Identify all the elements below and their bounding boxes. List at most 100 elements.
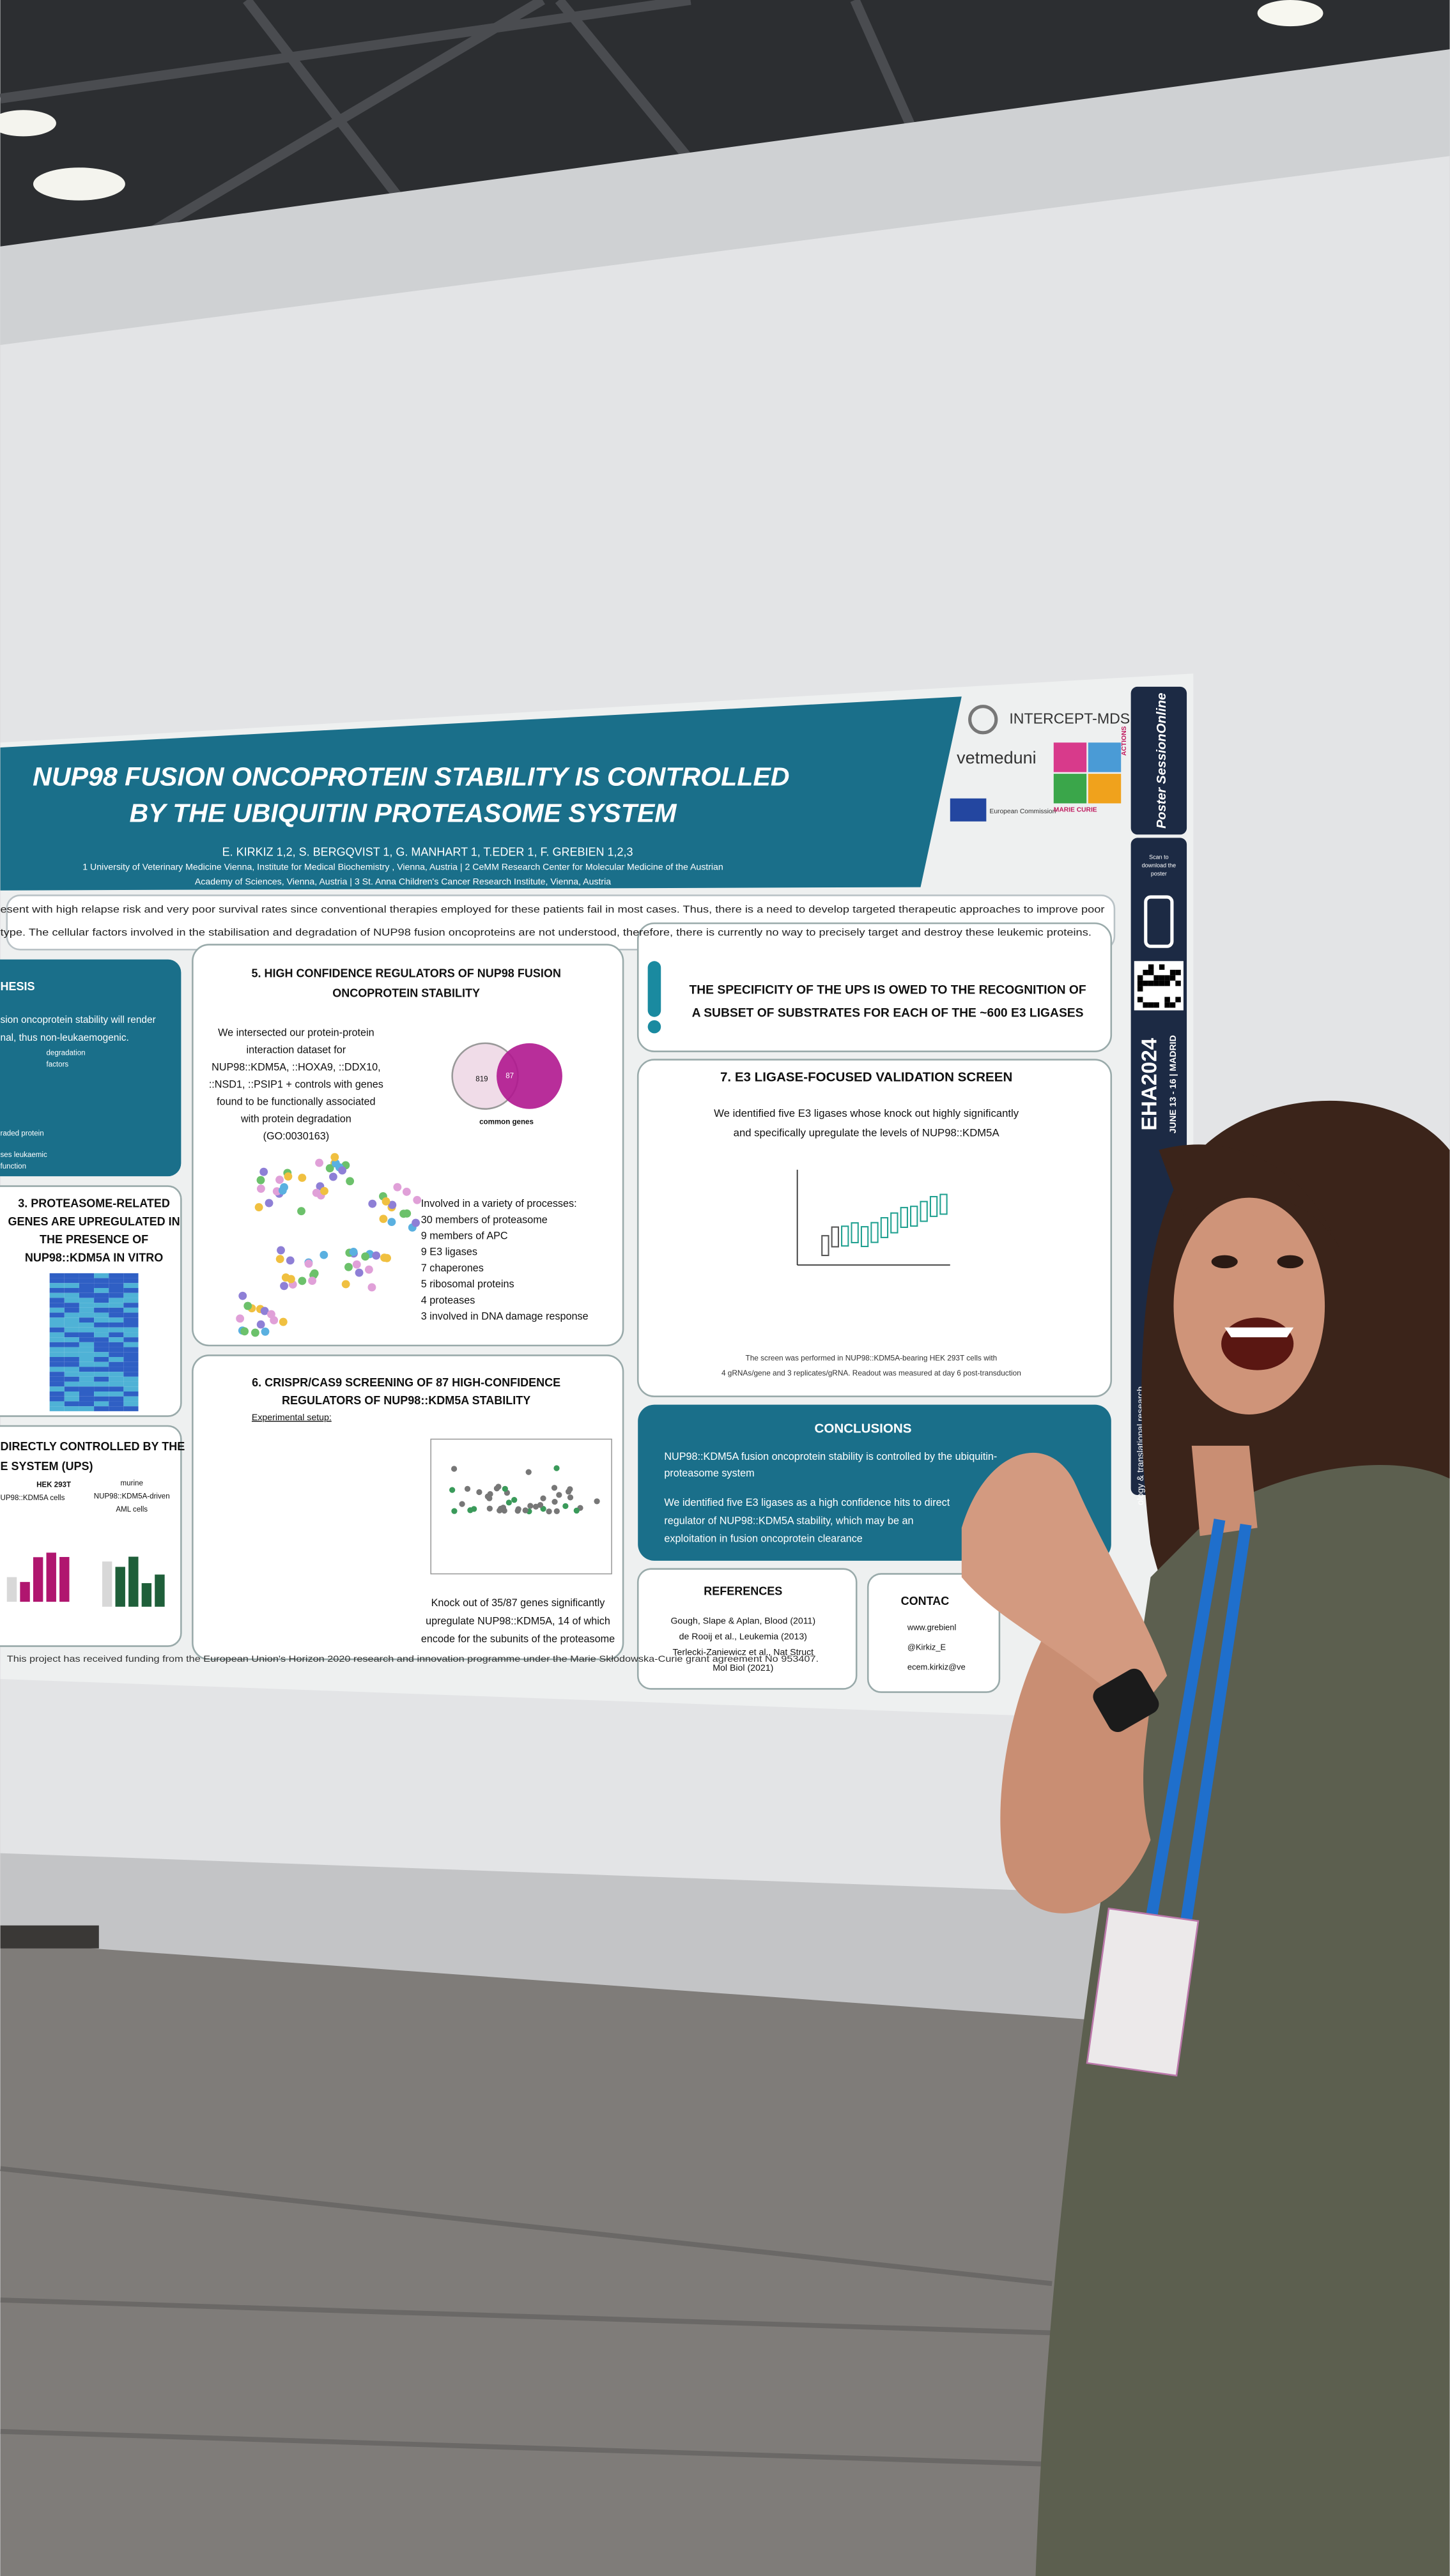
sidebar-top bbox=[1130, 686, 1187, 835]
network-node bbox=[308, 1276, 317, 1285]
poster-text: 9 members of APC bbox=[421, 1230, 508, 1242]
poster-text: NUP98 FUSION ONCOPROTEIN STABILITY IS CO… bbox=[33, 762, 789, 792]
references-panel bbox=[636, 1568, 858, 1690]
poster-text: 4 gRNAs/gene and 3 replicates/gRNA. Read… bbox=[721, 1368, 1021, 1377]
boxplot-figure bbox=[821, 1235, 829, 1257]
network-node bbox=[387, 1218, 396, 1227]
heatmap-cell bbox=[94, 1273, 109, 1278]
heatmap-cell bbox=[109, 1406, 124, 1411]
scatter-dot bbox=[594, 1498, 600, 1505]
heatmap-cell bbox=[123, 1396, 139, 1402]
heatmap-cell bbox=[94, 1396, 109, 1402]
heatmap-cell bbox=[123, 1386, 139, 1392]
qr-cell bbox=[1143, 1002, 1148, 1008]
heatmap-cell bbox=[79, 1372, 95, 1377]
heatmap-cell bbox=[123, 1367, 139, 1372]
poster-text: NUP98::KDM5A, ::HOXA9, ::DDX10, bbox=[212, 1062, 381, 1073]
heatmap-cell bbox=[94, 1372, 109, 1377]
poster-text: MARIE CURIE bbox=[1054, 806, 1097, 813]
network-node bbox=[372, 1251, 381, 1260]
heatmap-cell bbox=[64, 1292, 79, 1298]
heatmap-cell bbox=[49, 1372, 65, 1377]
heatmap-cell bbox=[64, 1327, 79, 1333]
heatmap-cell bbox=[49, 1352, 65, 1357]
bar-figure bbox=[155, 1574, 165, 1607]
heatmap-cell bbox=[123, 1303, 139, 1308]
poster-text: 5. HIGH CONFIDENCE REGULATORS OF NUP98 F… bbox=[251, 967, 560, 980]
bar-figure bbox=[59, 1557, 70, 1602]
poster-text: degradation bbox=[47, 1049, 86, 1057]
heatmap-cell bbox=[79, 1273, 95, 1278]
network-node bbox=[236, 1314, 245, 1323]
network-node bbox=[298, 1276, 307, 1285]
heatmap-cell bbox=[64, 1332, 79, 1338]
heatmap-cell bbox=[49, 1392, 65, 1397]
heatmap-cell bbox=[109, 1317, 124, 1322]
network-node bbox=[238, 1291, 247, 1300]
heatmap-cell bbox=[79, 1347, 95, 1353]
heatmap-cell bbox=[123, 1361, 139, 1367]
bar-figure bbox=[33, 1557, 43, 1602]
qr-cell bbox=[1148, 969, 1154, 976]
heatmap-cell bbox=[109, 1372, 124, 1377]
heatmap-cell bbox=[123, 1392, 139, 1397]
heatmap-cell bbox=[109, 1342, 124, 1347]
heatmap-cell bbox=[79, 1327, 95, 1333]
network-node bbox=[413, 1195, 422, 1204]
wall-top-frame bbox=[0, 49, 1450, 346]
scatter-dot bbox=[502, 1485, 508, 1492]
network-node bbox=[315, 1158, 323, 1167]
heatmap-cell bbox=[64, 1392, 79, 1397]
heatmap-cell bbox=[109, 1312, 124, 1318]
network-node bbox=[380, 1254, 389, 1262]
heatmap-cell bbox=[79, 1322, 95, 1328]
heatmap-cell bbox=[49, 1288, 65, 1293]
scatter-dot bbox=[451, 1508, 458, 1514]
heatmap-cell bbox=[79, 1401, 95, 1407]
heatmap-cell bbox=[94, 1288, 109, 1293]
heatmap-cell bbox=[64, 1347, 79, 1353]
network-node bbox=[338, 1166, 347, 1175]
qr-cell bbox=[1159, 980, 1165, 986]
network-node bbox=[341, 1280, 350, 1289]
poster-text: Terlecki-Zaniewicz et al., Nat Struct bbox=[672, 1647, 814, 1657]
bar-figure bbox=[128, 1556, 139, 1607]
heatmap-cell bbox=[79, 1288, 95, 1293]
scatter-dot bbox=[451, 1466, 458, 1472]
hand bbox=[961, 1452, 1168, 1717]
heatmap-cell bbox=[94, 1298, 109, 1303]
heatmap-cell bbox=[123, 1347, 139, 1353]
poster-text: nal, thus non-leukaemogenic. bbox=[1, 1032, 129, 1043]
heatmap-cell bbox=[123, 1381, 139, 1387]
heatmap-cell bbox=[64, 1376, 79, 1382]
heatmap-cell bbox=[79, 1312, 95, 1318]
poster-text: regulator of NUP98::KDM5A stability, whi… bbox=[664, 1515, 913, 1526]
ceiling-truss bbox=[0, 0, 925, 268]
poster-text: function bbox=[1, 1163, 27, 1170]
heatmap-cell bbox=[49, 1361, 65, 1367]
heatmap-cell bbox=[94, 1392, 109, 1397]
heatmap-cell bbox=[109, 1298, 124, 1303]
boxplot-figure bbox=[939, 1193, 948, 1215]
poster-text: Poster SessionOnline bbox=[1154, 693, 1169, 829]
network-node bbox=[402, 1187, 411, 1196]
scatter-dot bbox=[551, 1485, 558, 1491]
network-node bbox=[256, 1184, 265, 1193]
heatmap-cell bbox=[64, 1367, 79, 1372]
heatmap-cell bbox=[49, 1332, 65, 1338]
poster-text: found to be functionally associated bbox=[217, 1096, 375, 1108]
poster-text: Scan to bbox=[1149, 854, 1169, 861]
heatmap-cell bbox=[79, 1352, 95, 1357]
eye bbox=[1211, 1255, 1238, 1269]
qr-cell bbox=[1148, 980, 1154, 986]
qr-cell bbox=[1159, 975, 1165, 981]
scatter-frame bbox=[430, 1438, 612, 1575]
poster-text: poster bbox=[1151, 870, 1167, 877]
scatter-dot bbox=[459, 1501, 465, 1507]
heatmap-cell bbox=[64, 1352, 79, 1357]
poster-text: CONTAC bbox=[901, 1595, 950, 1607]
poster-text: 5 ribosomal proteins bbox=[421, 1278, 514, 1290]
scatter-dot bbox=[484, 1493, 491, 1499]
ceiling-light bbox=[0, 110, 56, 137]
heatmap-cell bbox=[123, 1283, 139, 1288]
